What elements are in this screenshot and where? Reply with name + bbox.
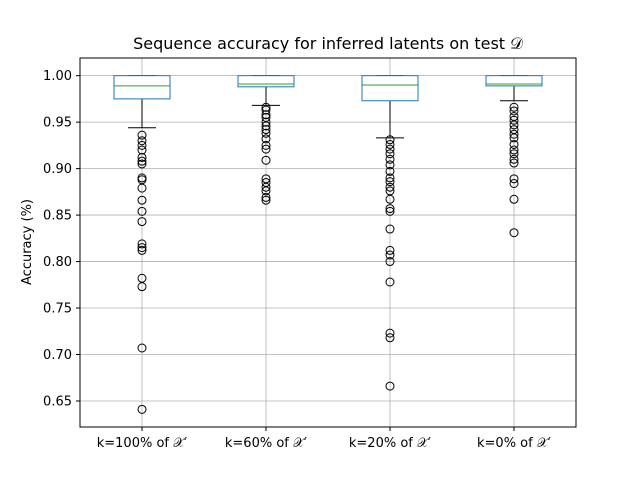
outlier-point	[137, 183, 147, 193]
outlier-point	[261, 192, 271, 202]
outlier-point	[385, 139, 395, 149]
iqr-box	[237, 75, 295, 88]
outlier-point	[261, 186, 271, 196]
outlier-point	[385, 250, 395, 260]
outlier-point	[137, 404, 147, 414]
outlier-point	[385, 257, 395, 267]
outlier-point	[261, 102, 271, 112]
outlier-point	[137, 140, 147, 150]
outlier-point	[137, 245, 147, 255]
box-group	[113, 75, 171, 414]
outlier-point	[385, 135, 395, 145]
boxes	[113, 75, 543, 414]
outlier-point	[509, 194, 519, 204]
outlier-point	[385, 277, 395, 287]
outlier-point	[385, 154, 395, 164]
outlier-point	[385, 173, 395, 183]
outlier-point	[385, 204, 395, 214]
y-tick-label: 0.80	[43, 255, 72, 270]
outlier-point	[509, 228, 519, 238]
outlier-point	[509, 106, 519, 116]
outlier-point	[137, 282, 147, 292]
y-tick-label: 0.90	[43, 162, 72, 177]
outlier-point	[261, 155, 271, 165]
outlier-point	[385, 149, 395, 159]
box-group	[237, 75, 295, 205]
outlier-point	[509, 178, 519, 188]
y-tick-label: 0.70	[43, 348, 72, 363]
outlier-point	[385, 177, 395, 187]
iqr-box	[361, 75, 419, 102]
outlier-point	[509, 102, 519, 112]
outlier-point	[509, 154, 519, 164]
outlier-point	[385, 144, 395, 154]
outlier-point	[137, 156, 147, 166]
chart-title: Sequence accuracy for inferred latents o…	[133, 34, 523, 53]
outlier-point	[385, 166, 395, 176]
outlier-point	[385, 381, 395, 391]
outlier-point	[137, 243, 147, 253]
outlier-point	[137, 152, 147, 162]
y-tick-label: 0.95	[43, 116, 72, 131]
outlier-point	[137, 159, 147, 169]
x-tick-label: k=60% of 𝒳′	[225, 436, 307, 451]
outlier-point	[261, 144, 271, 154]
y-tick-label: 1.00	[43, 69, 72, 84]
outlier-point	[509, 133, 519, 143]
axis-ticks: 0.65 0.70 0.75 0.80 0.85 0.90 0.95 1.00 k=100% o…	[43, 69, 551, 451]
outlier-point	[261, 117, 271, 127]
outlier-point	[385, 194, 395, 204]
outlier-point	[137, 136, 147, 146]
outlier-point	[137, 195, 147, 205]
iqr-box	[113, 75, 171, 100]
outlier-point	[509, 120, 519, 130]
y-tick-label: 0.85	[43, 209, 72, 224]
y-tick-label: 0.75	[43, 302, 72, 317]
outlier-point	[261, 140, 271, 150]
outlier-point	[137, 343, 147, 353]
outlier-point	[385, 245, 395, 255]
outlier-point	[385, 333, 395, 343]
outlier-point	[261, 105, 271, 115]
outlier-point	[509, 129, 519, 139]
outlier-point	[385, 182, 395, 192]
outlier-point	[261, 182, 271, 192]
outlier-point	[385, 224, 395, 234]
outlier-point	[509, 174, 519, 184]
plot-area-frame	[79, 57, 577, 428]
outlier-point	[261, 128, 271, 138]
outlier-point	[509, 139, 519, 149]
outlier-point	[385, 160, 395, 170]
outlier-point	[137, 145, 147, 155]
x-tick-label: k=0% of 𝒳′	[477, 436, 551, 451]
outlier-point	[137, 130, 147, 140]
y-tick-label: 0.65	[43, 394, 72, 409]
outlier-point	[509, 158, 519, 168]
iqr-box	[485, 75, 543, 87]
outlier-point	[385, 206, 395, 216]
outlier-point	[509, 145, 519, 155]
y-axis-label: Accuracy (%)	[20, 199, 35, 285]
outlier-point	[137, 217, 147, 227]
outlier-point	[385, 328, 395, 338]
outlier-point	[261, 125, 271, 135]
outlier-point	[509, 115, 519, 125]
box-group	[361, 75, 419, 391]
outlier-point	[261, 134, 271, 144]
outlier-point	[261, 110, 271, 120]
outlier-point	[137, 239, 147, 249]
outlier-point	[137, 206, 147, 216]
outlier-point	[261, 195, 271, 205]
x-tick-label: k=100% of 𝒳′	[97, 436, 188, 451]
outlier-point	[261, 121, 271, 131]
x-tick-label: k=20% of 𝒳′	[349, 436, 431, 451]
outlier-point	[509, 149, 519, 159]
box-group	[485, 75, 543, 238]
